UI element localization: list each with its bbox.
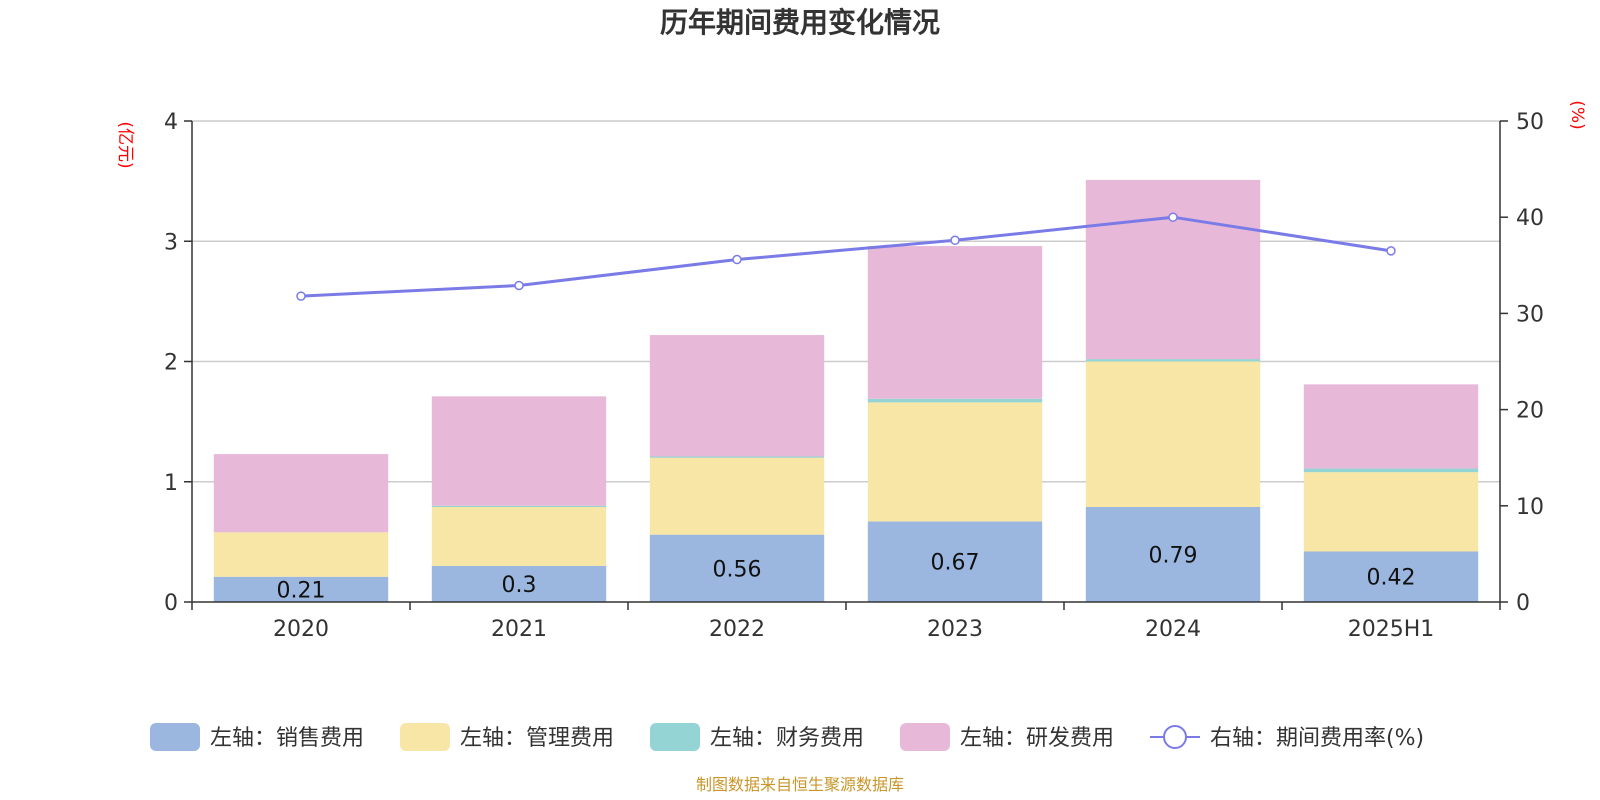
right-axis-tick-label: 30 [1516,302,1544,327]
bar-segment [867,398,1043,403]
bar-segment [649,335,825,457]
bar-segment [867,521,1043,602]
bar-segment [649,456,825,458]
bar-segment [1303,468,1479,473]
rate-point [950,235,960,246]
legend-label: 左轴：研发费用 [960,726,1114,751]
bar-data-label: 0.21 [277,578,326,603]
x-axis-tick-label: 2023 [927,617,983,642]
bar-series: 0.21 0.3 0.56 0.67 0.79 0.42 [213,179,1479,603]
legend-label: 左轴：销售费用 [210,726,364,751]
bar-data-label: 0.42 [1367,566,1416,591]
bar-segment [1085,361,1261,508]
rate-point [732,254,742,265]
right-axis-tick-label: 50 [1516,110,1544,135]
x-axis-tick-label: 2022 [709,617,765,642]
rate-point [514,280,524,291]
bar-segment [213,576,389,602]
legend-swatch [650,723,700,751]
rate-point [296,291,306,301]
rate-point [1386,246,1396,256]
legend-label: 右轴：期间费用率(%) [1210,726,1424,751]
bar-segment [213,454,389,533]
right-axis-tick-label: 40 [1516,206,1544,231]
bar-segment [431,396,607,506]
left-axis-tick-label: 1 [164,471,178,496]
bar-data-label: 0.67 [931,551,980,576]
right-axis-tick-label: 0 [1516,591,1530,616]
right-axis-unit: (%) [1567,100,1587,129]
bar-data-label: 0.56 [713,557,762,582]
bar-segment [431,565,607,602]
grid-lines [192,120,1500,483]
x-axis-tick-label: 2025H1 [1348,617,1435,642]
x-axis-tick-label: 2020 [273,617,329,642]
legend-swatch-marker [1163,725,1187,749]
bar-segment [649,534,825,602]
source-note: 制图数据来自恒生聚源数据库 [696,775,904,794]
legend-swatch [150,723,200,751]
x-axis-tick-label: 2024 [1145,617,1201,642]
bar-segment [649,457,825,535]
chart-title: 历年期间费用变化情况 [660,6,940,39]
bar-segment [867,246,1043,399]
bar-segment [431,505,607,508]
rate-point [1168,212,1178,222]
bar-data-label: 0.3 [502,573,537,598]
legend-swatch [900,723,950,751]
right-axis-tick-label: 10 [1516,495,1544,520]
bar-segment [1085,507,1261,602]
bar-segment [1303,551,1479,602]
left-axis-tick-label: 2 [164,351,178,376]
left-axis-tick-label: 0 [164,591,178,616]
bar-segment [1303,472,1479,552]
left-axis-unit: (亿元) [115,121,135,168]
right-axis-tick-label: 20 [1516,399,1544,424]
left-axis-tick-label: 4 [164,110,178,135]
bar-segment [1085,359,1261,362]
bar-segment [867,402,1043,522]
rate-line [300,215,1392,298]
legend-swatch [400,723,450,751]
bar-segment [1085,179,1261,360]
x-axis-tick-label: 2021 [491,617,547,642]
legend-label: 左轴：管理费用 [460,726,614,751]
legend-label: 左轴：财务费用 [710,726,864,751]
left-axis-tick-label: 3 [164,230,178,255]
bar-segment [431,507,607,566]
rate-line-series [296,212,1396,301]
legend: 左轴：销售费用 左轴：管理费用 左轴：财务费用 左轴：研发费用 右轴：期间费用率(%) [150,723,1424,751]
bar-segment [1303,384,1479,469]
bar-segment [213,532,389,577]
bar-data-label: 0.79 [1149,544,1198,569]
